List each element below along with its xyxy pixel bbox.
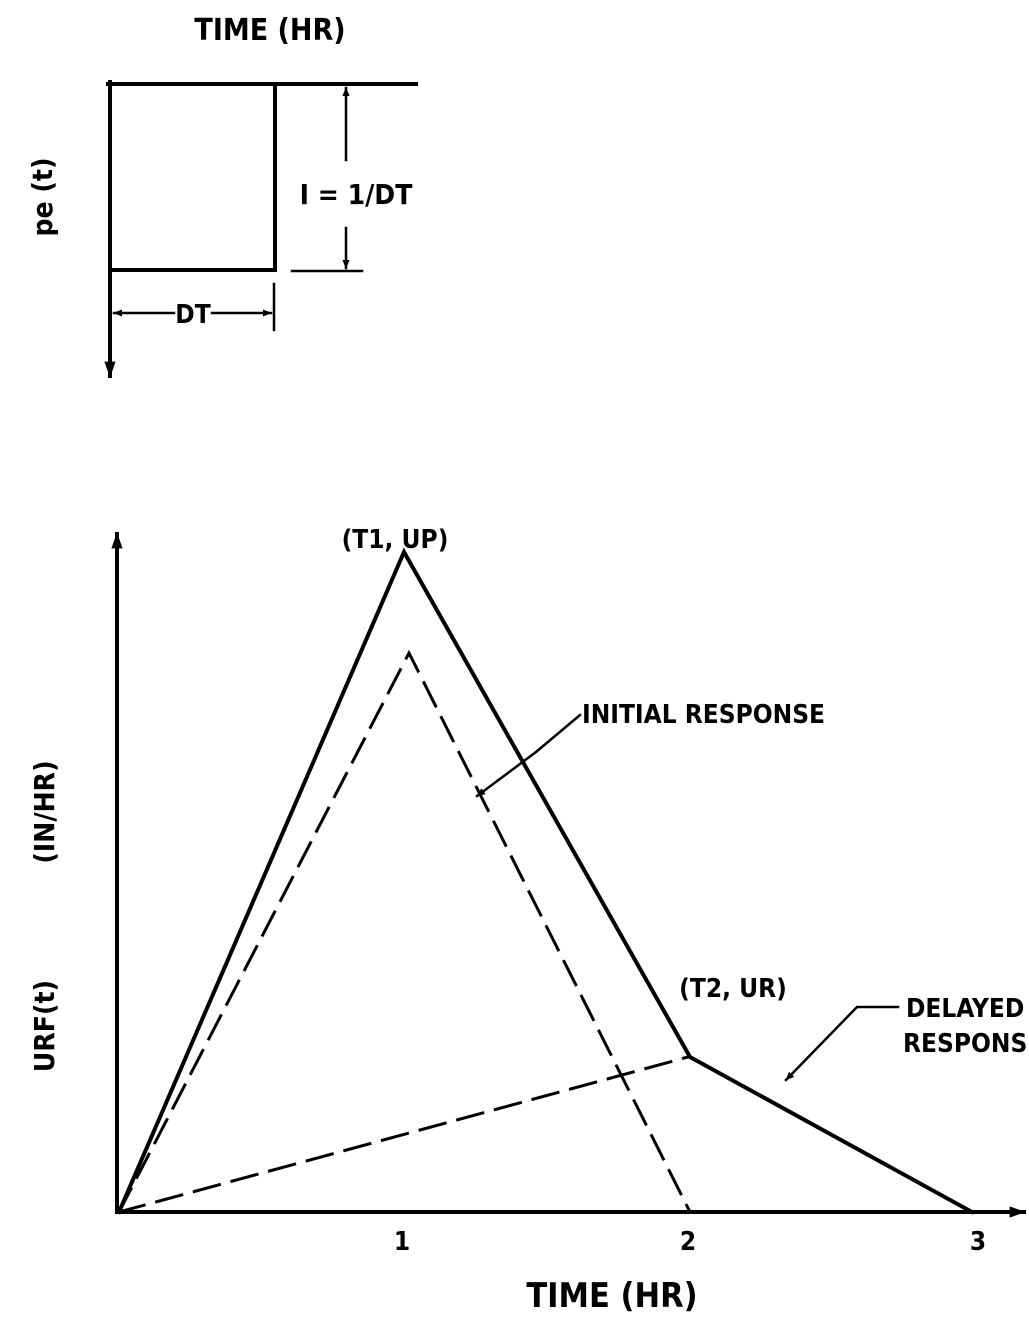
duration-label: DT [175, 300, 210, 330]
y-axis-label-units: (IN/HR) [28, 760, 61, 863]
initial-response-curve [116, 649, 693, 1215]
rainfall-pulse-panel: TIME (HR) I = 1/DT DT pe (t) [26, 13, 418, 378]
delayed-response-label-line1: DELAYED [906, 994, 1024, 1024]
total-response-curve [116, 547, 975, 1215]
initial-response-leader [475, 713, 582, 798]
pe-axis-label: pe (t) [26, 158, 59, 237]
initial-response-label: INITIAL RESPONSE [582, 700, 825, 730]
peak-point-label: (T1, UP) [342, 525, 449, 555]
x-axis-label: TIME (HR) [526, 1276, 697, 1316]
intensity-label: I = 1/DT [300, 178, 414, 211]
delayed-response-leader [784, 1005, 900, 1082]
x-tick-label-3: 3 [970, 1227, 986, 1257]
top-time-axis-label: TIME (HR) [194, 13, 345, 48]
x-tick-label-1: 1 [394, 1227, 410, 1257]
y-axis-label-urf: URF(t) [28, 980, 61, 1072]
break-point-label: (T2, UR) [679, 974, 787, 1004]
unit-response-panel: (T1, UP) (T2, UR) INITIAL RESPONSE DELAY… [28, 525, 1029, 1316]
delayed-response-label-line2: RESPONSE [903, 1029, 1029, 1059]
x-tick-label-2: 2 [680, 1227, 696, 1257]
delayed-response-curve [117, 1055, 690, 1214]
